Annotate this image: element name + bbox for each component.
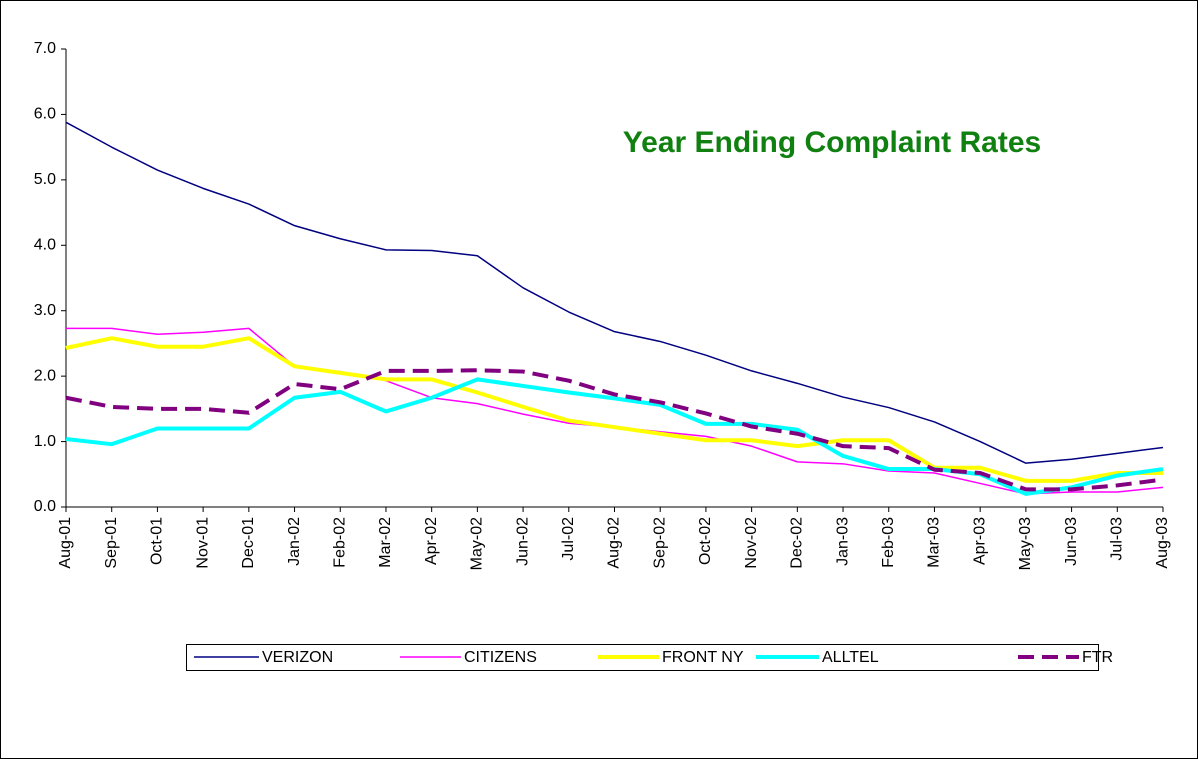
x-tick-label: Aug-01 xyxy=(57,517,74,569)
legend-label: VERIZON xyxy=(262,649,333,666)
x-tick-label: Feb-02 xyxy=(331,517,348,568)
x-tick-label: Jan-03 xyxy=(834,517,851,566)
series-line xyxy=(65,121,1164,464)
legend-label: FRONT NY xyxy=(662,649,744,666)
y-tick-label: 1.0 xyxy=(34,433,56,450)
x-tick-label: Nov-01 xyxy=(194,517,211,569)
series-line xyxy=(65,336,1163,483)
x-tick-label: Feb-03 xyxy=(880,517,897,568)
x-tick-label: May-02 xyxy=(469,517,486,570)
x-tick-label: May-03 xyxy=(1017,517,1034,570)
x-tick-label: Aug-03 xyxy=(1154,517,1171,569)
y-tick-label: 3.0 xyxy=(34,302,56,319)
x-tick-label: Jul-03 xyxy=(1109,517,1126,561)
x-tick-label: Nov-02 xyxy=(743,517,760,569)
y-tick-label: 5.0 xyxy=(34,171,56,188)
legend-label: ALLTEL xyxy=(822,649,879,666)
x-tick-label: Sep-02 xyxy=(651,517,668,569)
legend-label: CITIZENS xyxy=(464,649,537,666)
x-tick-label: Aug-02 xyxy=(606,517,623,569)
series-line xyxy=(65,368,1164,492)
chart-title: Year Ending Complaint Rates xyxy=(623,126,1041,159)
x-tick-label: Sep-01 xyxy=(103,517,120,569)
x-tick-label: Oct-01 xyxy=(149,517,166,565)
y-tick-label: 7.0 xyxy=(34,40,56,57)
legend-label: FTR xyxy=(1082,649,1113,666)
x-tick-label: Mar-03 xyxy=(926,517,943,568)
y-tick-label: 0.0 xyxy=(34,498,56,515)
x-tick-label: Dec-01 xyxy=(240,517,257,569)
x-tick-label: Jun-03 xyxy=(1063,517,1080,566)
x-tick-label: Apr-02 xyxy=(423,517,440,565)
x-tick-label: Apr-03 xyxy=(971,517,988,565)
x-tick-label: Dec-02 xyxy=(789,517,806,569)
y-tick-label: 4.0 xyxy=(34,237,56,254)
x-tick-label: Jul-02 xyxy=(560,517,577,561)
x-tick-label: Oct-02 xyxy=(697,517,714,565)
x-tick-label: Jun-02 xyxy=(514,517,531,566)
x-tick-label: Jan-02 xyxy=(286,517,303,566)
x-tick-label: Mar-02 xyxy=(377,517,394,568)
y-tick-label: 6.0 xyxy=(34,106,56,123)
y-tick-label: 2.0 xyxy=(34,367,56,384)
